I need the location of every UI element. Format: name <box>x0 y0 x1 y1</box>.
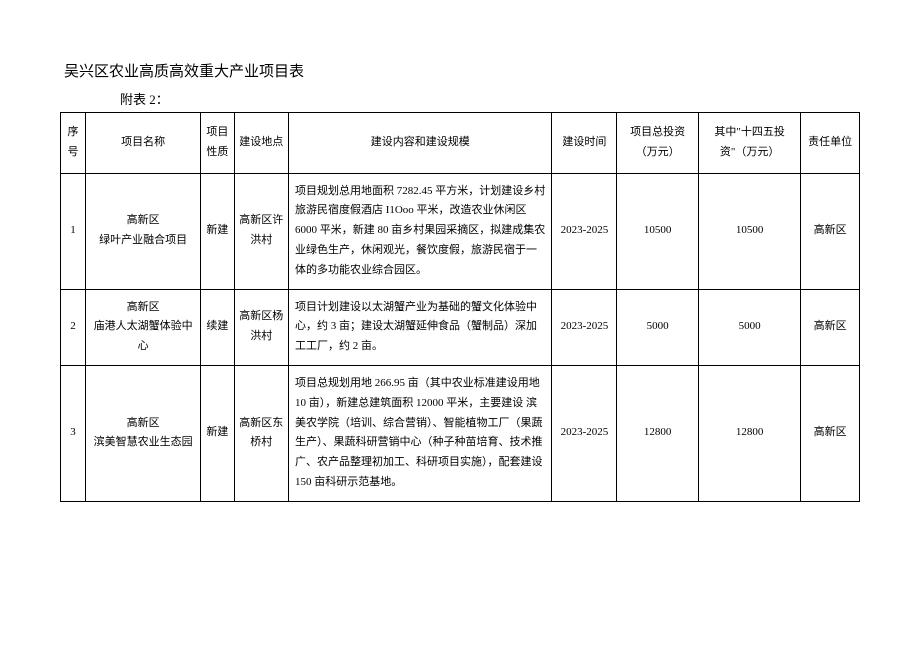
cell-total: 10500 <box>617 173 699 289</box>
cell-145: 12800 <box>698 365 800 501</box>
projects-table: 序号 项目名称 项目性质 建设地点 建设内容和建设规模 建设时间 项目总投资（万… <box>60 112 860 502</box>
header-content: 建设内容和建设规模 <box>288 113 552 174</box>
name-line1: 高新区 <box>90 414 196 434</box>
cell-total: 12800 <box>617 365 699 501</box>
name-line2: 滨美智慧农业生态园 <box>90 433 196 453</box>
cell-dept: 高新区 <box>801 173 860 289</box>
cell-location: 高新区许洪村 <box>234 173 288 289</box>
cell-name: 高新区 滨美智慧农业生态园 <box>86 365 201 501</box>
name-line2: 绿叶产业融合项目 <box>90 231 196 251</box>
cell-nature: 新建 <box>201 173 234 289</box>
cell-content: 项目计划建设以太湖蟹产业为基础的蟹文化体验中心，约 3 亩；建设太湖蟹延伸食品（… <box>288 289 552 365</box>
header-location: 建设地点 <box>234 113 288 174</box>
cell-content: 项目总规划用地 266.95 亩（其中农业标准建设用地 10 亩），新建总建筑面… <box>288 365 552 501</box>
cell-time: 2023-2025 <box>552 173 617 289</box>
cell-seq: 3 <box>61 365 86 501</box>
table-row: 3 高新区 滨美智慧农业生态园 新建 高新区东桥村 项目总规划用地 266.95… <box>61 365 860 501</box>
table-header-row: 序号 项目名称 项目性质 建设地点 建设内容和建设规模 建设时间 项目总投资（万… <box>61 113 860 174</box>
header-dept: 责任单位 <box>801 113 860 174</box>
cell-dept: 高新区 <box>801 289 860 365</box>
cell-total: 5000 <box>617 289 699 365</box>
cell-seq: 2 <box>61 289 86 365</box>
cell-name: 高新区 庙港人太湖蟹体验中心 <box>86 289 201 365</box>
name-line2: 庙港人太湖蟹体验中心 <box>90 317 196 357</box>
cell-dept: 高新区 <box>801 365 860 501</box>
cell-content: 项目规划总用地面积 7282.45 平方米，计划建设乡村旅游民宿度假酒店 I1O… <box>288 173 552 289</box>
cell-145: 5000 <box>698 289 800 365</box>
table-row: 2 高新区 庙港人太湖蟹体验中心 续建 高新区杨洪村 项目计划建设以太湖蟹产业为… <box>61 289 860 365</box>
cell-nature: 续建 <box>201 289 234 365</box>
cell-nature: 新建 <box>201 365 234 501</box>
page-title: 吴兴区农业高质高效重大产业项目表 <box>60 60 860 81</box>
header-seq: 序号 <box>61 113 86 174</box>
header-time: 建设时间 <box>552 113 617 174</box>
header-145: 其中"十四五投资"（万元） <box>698 113 800 174</box>
cell-145: 10500 <box>698 173 800 289</box>
header-name: 项目名称 <box>86 113 201 174</box>
header-nature: 项目性质 <box>201 113 234 174</box>
header-total: 项目总投资（万元） <box>617 113 699 174</box>
cell-name: 高新区 绿叶产业融合项目 <box>86 173 201 289</box>
name-line1: 高新区 <box>90 211 196 231</box>
cell-seq: 1 <box>61 173 86 289</box>
table-row: 1 高新区 绿叶产业融合项目 新建 高新区许洪村 项目规划总用地面积 7282.… <box>61 173 860 289</box>
page-subtitle: 附表 2： <box>60 89 860 108</box>
cell-location: 高新区杨洪村 <box>234 289 288 365</box>
cell-time: 2023-2025 <box>552 289 617 365</box>
cell-time: 2023-2025 <box>552 365 617 501</box>
name-line1: 高新区 <box>90 298 196 318</box>
cell-location: 高新区东桥村 <box>234 365 288 501</box>
